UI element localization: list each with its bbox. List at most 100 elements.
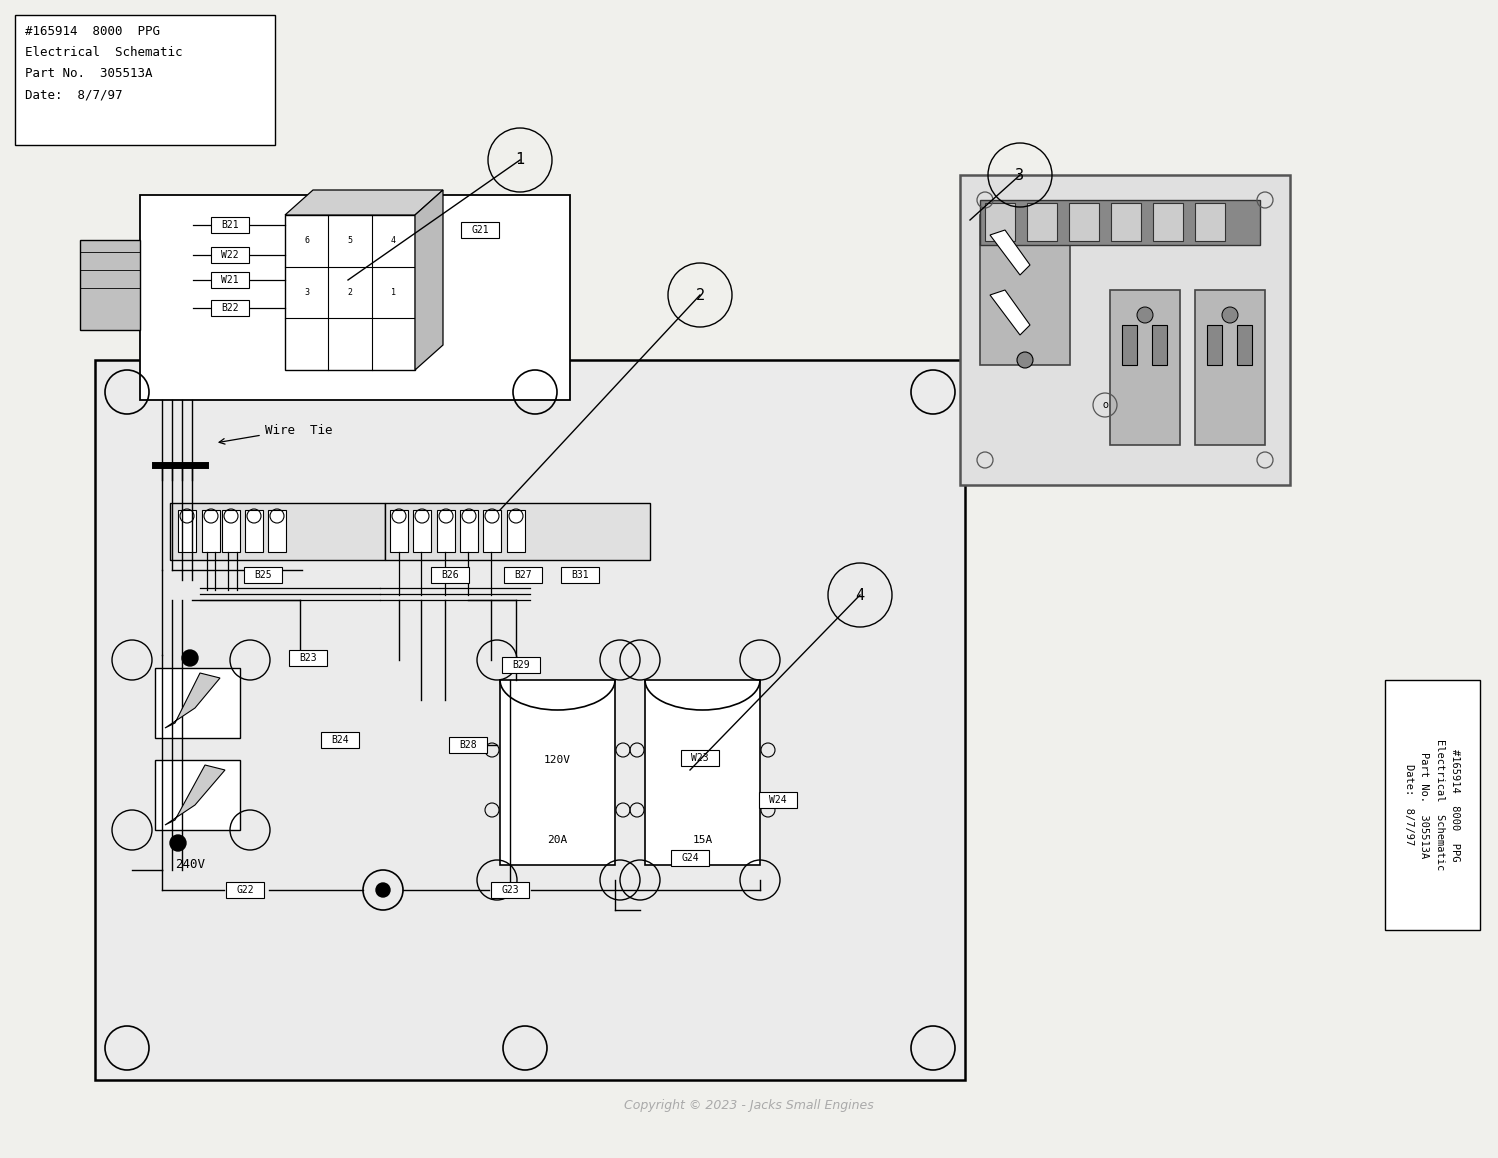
Text: W21: W21 [222,274,238,285]
Bar [285,215,415,371]
Text: 2: 2 [695,287,704,302]
Bar [94,360,965,1080]
Bar [385,503,650,560]
Text: Jacks©: Jacks© [556,530,625,550]
Text: 6: 6 [304,236,309,245]
Text: B27: B27 [514,570,532,580]
Bar [491,882,529,897]
Bar [502,657,539,673]
Text: 4: 4 [855,587,864,602]
Text: G24: G24 [682,853,698,863]
Text: B21: B21 [222,220,238,230]
Bar [503,567,542,582]
Circle shape [1017,352,1034,368]
Text: 4: 4 [391,236,395,245]
Bar [1153,203,1183,241]
Text: #165914  8000  PPG
Electrical  Schematic
Part No.  305513A
Date:  8/7/97: #165914 8000 PPG Electrical Schematic Pa… [1404,739,1459,871]
Text: 120V: 120V [689,755,716,765]
Text: B29: B29 [512,660,530,670]
Text: 2: 2 [348,288,352,296]
Bar [154,760,240,830]
Text: 20A: 20A [547,835,568,845]
Text: 3: 3 [304,288,309,296]
Bar [1112,203,1141,241]
Circle shape [1137,307,1153,323]
Bar [460,510,478,552]
Bar [413,510,431,552]
Text: B26: B26 [442,570,458,580]
Polygon shape [990,230,1031,274]
Text: W23: W23 [691,753,709,763]
Bar [560,567,599,582]
Text: B22: B22 [222,303,238,313]
Bar [268,510,286,552]
Bar [169,503,385,560]
Bar [211,272,249,288]
Text: 1: 1 [515,153,524,168]
Bar [289,650,327,666]
Text: SMALL: SMALL [577,563,623,578]
Bar [1195,203,1225,241]
Text: 240V: 240V [175,858,205,872]
Bar [482,510,500,552]
Text: o: o [1103,400,1109,410]
Bar [671,850,709,866]
Bar [154,668,240,738]
Bar [960,175,1290,485]
Bar [321,732,360,748]
Bar [211,217,249,233]
Bar [500,680,616,865]
Bar [449,736,487,753]
Bar [1195,290,1264,445]
Text: #165914  8000  PPG
Electrical  Schematic
Part No.  305513A
Date:  8/7/97: #165914 8000 PPG Electrical Schematic Pa… [25,25,183,101]
Text: ENGINES: ENGINES [574,588,626,601]
Bar [646,680,759,865]
Circle shape [1222,307,1237,323]
Text: B28: B28 [460,740,476,750]
Bar [389,510,407,552]
Text: 5: 5 [348,236,352,245]
Bar [986,203,1016,241]
Bar [178,510,196,552]
Text: W22: W22 [222,250,238,261]
Bar [980,200,1260,245]
Text: G22: G22 [237,885,253,895]
Bar [1070,203,1100,241]
Bar [431,567,469,582]
Bar [244,567,282,582]
Bar [1110,290,1180,445]
Text: B24: B24 [331,735,349,745]
Text: B23: B23 [300,653,316,664]
Bar [1237,325,1252,365]
Text: 3: 3 [1016,168,1025,183]
Text: 120V: 120V [544,755,571,765]
Bar [79,240,139,330]
Bar [506,510,524,552]
Bar [1028,203,1058,241]
Bar [682,750,719,765]
Text: B25: B25 [255,570,271,580]
Polygon shape [165,765,225,824]
Bar [1122,325,1137,365]
Bar [246,510,264,552]
Bar [1207,325,1222,365]
Bar [759,792,797,808]
Text: G21: G21 [472,225,488,235]
Circle shape [376,884,389,897]
Text: G23: G23 [502,885,518,895]
Bar [437,510,455,552]
Bar [15,15,276,145]
Bar [211,300,249,316]
Bar [222,510,240,552]
Text: W24: W24 [768,796,786,805]
Polygon shape [285,190,443,215]
Text: B31: B31 [571,570,589,580]
Circle shape [169,835,186,851]
Bar [211,247,249,263]
Bar [139,195,571,400]
Text: 15A: 15A [692,835,713,845]
Bar [980,215,1070,365]
Circle shape [181,650,198,666]
Bar [461,222,499,239]
Text: 1: 1 [391,288,395,296]
